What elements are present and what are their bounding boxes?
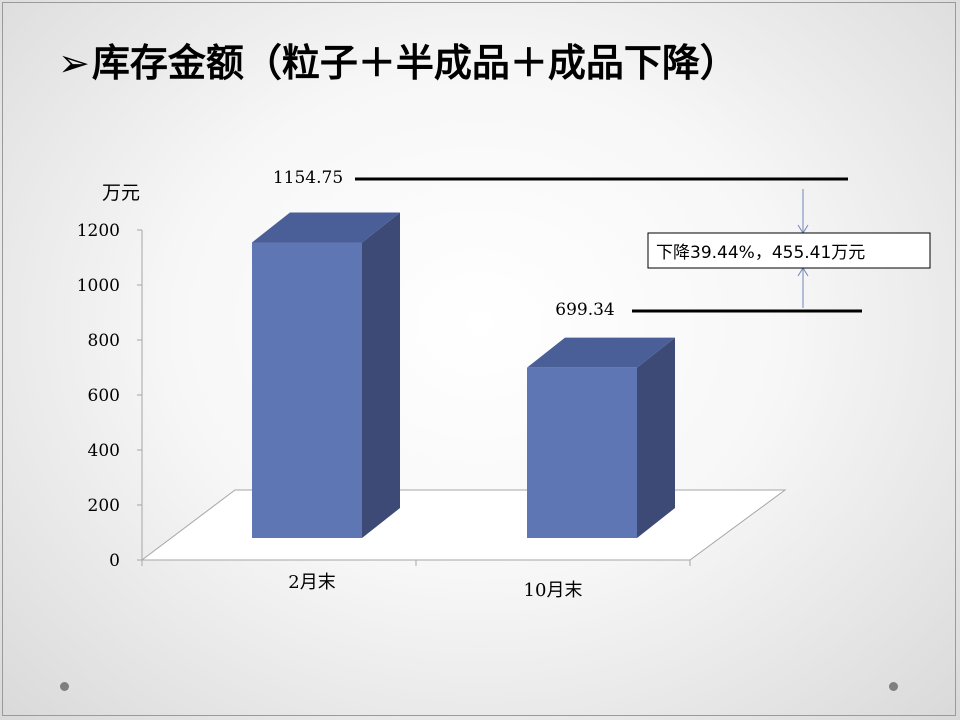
bar (252, 242, 362, 538)
y-tick-label: 200 (88, 496, 120, 516)
bar-side (362, 212, 400, 538)
y-tick-label: 400 (88, 441, 120, 461)
bar-top (527, 337, 675, 368)
y-tick-label: 800 (88, 331, 120, 351)
slide-title-text: 库存金额（粒子＋半成品＋成品下降） (91, 41, 738, 85)
decrease-note-text: 下降39.44%，455.41万元 (656, 243, 865, 263)
bar-value-label: 1154.75 (273, 168, 343, 188)
slide-title: ➢库存金额（粒子＋半成品＋成品下降） (58, 38, 738, 88)
slide-corner-dot-right (889, 682, 898, 691)
decrease-note-box (647, 232, 931, 269)
bar-top (252, 212, 400, 243)
bar-value-label: 699.34 (555, 300, 614, 320)
y-tick-label: 1200 (77, 221, 120, 241)
y-axis-unit-label: 万元 (102, 182, 140, 204)
y-tick-label: 0 (109, 551, 120, 571)
y-tick-label: 600 (88, 386, 120, 406)
slide-corner-dot-left (60, 682, 69, 691)
x-category-label: 10月末 (524, 580, 583, 601)
x-category-label: 2月末 (288, 572, 335, 593)
chart-floor (140, 489, 787, 561)
title-arrow-icon: ➢ (58, 41, 90, 85)
y-tick-label: 1000 (77, 276, 120, 296)
bar-side (637, 337, 675, 538)
bar (527, 367, 637, 538)
